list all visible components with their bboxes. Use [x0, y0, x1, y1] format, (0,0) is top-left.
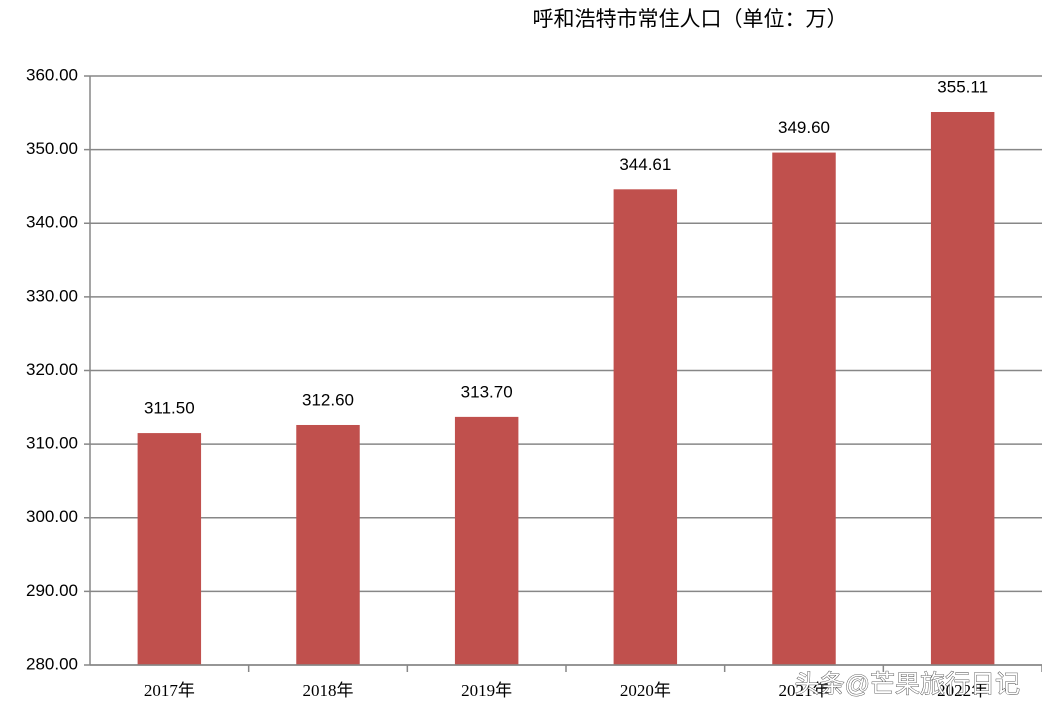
value-label: 355.11 [937, 77, 988, 96]
value-label: 349.60 [778, 118, 830, 137]
x-tick-label: 2018年 [303, 681, 354, 700]
bar [137, 433, 202, 665]
value-label: 312.60 [302, 390, 354, 409]
x-tick-label: 2020年 [620, 681, 671, 700]
bar [296, 424, 360, 665]
y-tick-label: 340.00 [26, 213, 78, 232]
x-tick-label: 2021年 [779, 681, 830, 700]
y-tick-label: 350.00 [26, 139, 78, 158]
chart-title: 呼和浩特市常住人口（单位：万） [533, 7, 848, 31]
x-tick-label: 2022年 [937, 681, 988, 700]
y-tick-label: 280.00 [26, 654, 78, 673]
bar [454, 416, 519, 665]
y-tick-label: 330.00 [26, 286, 78, 305]
bar [930, 112, 995, 665]
y-tick-label: 290.00 [26, 581, 78, 600]
value-label: 344.61 [619, 155, 671, 174]
x-tick-label: 2019年 [461, 681, 512, 700]
y-tick-label: 300.00 [26, 507, 78, 526]
bar [613, 189, 678, 665]
y-tick-label: 320.00 [26, 360, 78, 379]
value-label: 313.70 [461, 382, 513, 401]
value-label: 311.50 [144, 399, 195, 418]
x-tick-label: 2017年 [144, 681, 195, 700]
y-tick-label: 310.00 [26, 434, 78, 453]
watermark: 头条@芒果旅行日记 [795, 671, 1020, 699]
y-tick-label: 360.00 [26, 65, 78, 84]
bar [772, 152, 836, 665]
